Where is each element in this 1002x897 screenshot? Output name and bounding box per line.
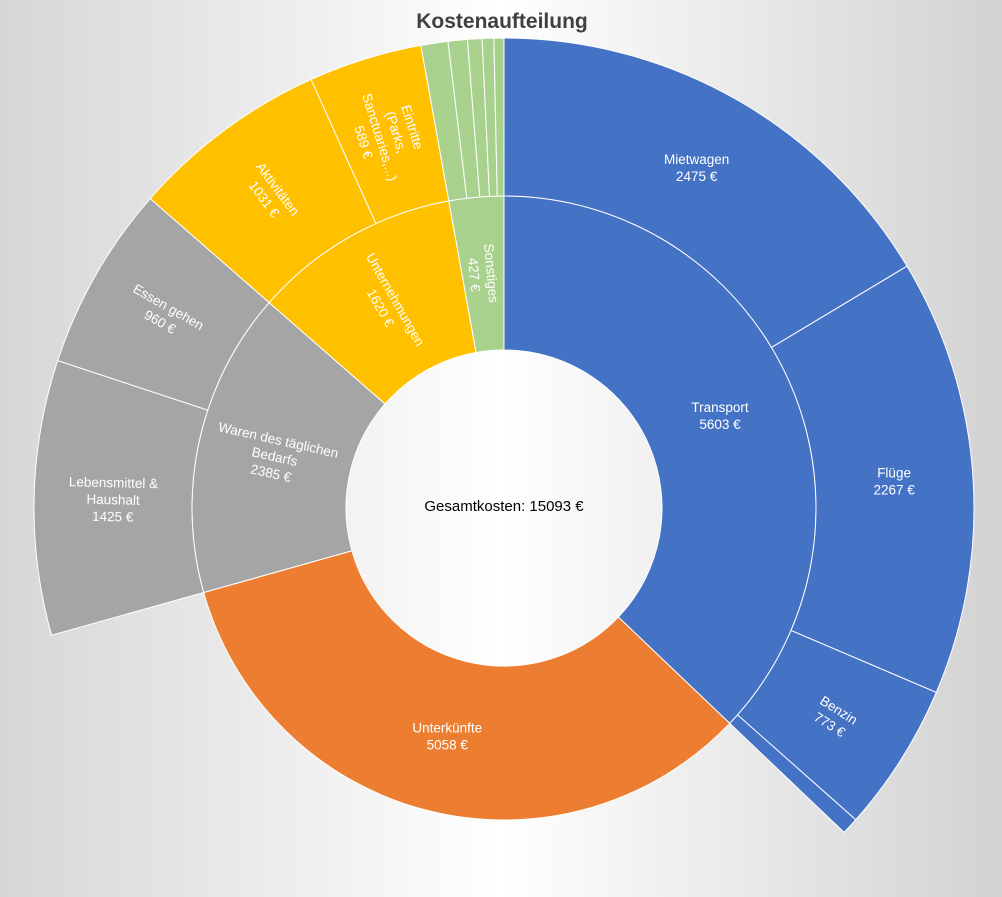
chart-segments [33, 37, 975, 834]
chart-title: Kostenaufteilung [416, 10, 588, 33]
segment-transport-mietwagen [503, 37, 908, 349]
center-total-label: Gesamtkosten: 15093 € [424, 498, 584, 515]
label-sonstiges: Sonstiges427 € [464, 243, 501, 305]
label-mietwagen: Mietwagen 2475 € [664, 152, 729, 184]
label-transport: Transport 5603 € [691, 400, 749, 432]
segment-sonstiges-sub-4 [493, 37, 505, 197]
segment-unterkuenfte [203, 550, 731, 821]
label-unterkuenfte: Unterkünfte 5058 € [412, 721, 482, 753]
label-fluege: Flüge 2267 € [873, 466, 915, 498]
label-lebensmittel-haushalt: Lebensmittel &Haushalt1425 € [68, 474, 158, 525]
